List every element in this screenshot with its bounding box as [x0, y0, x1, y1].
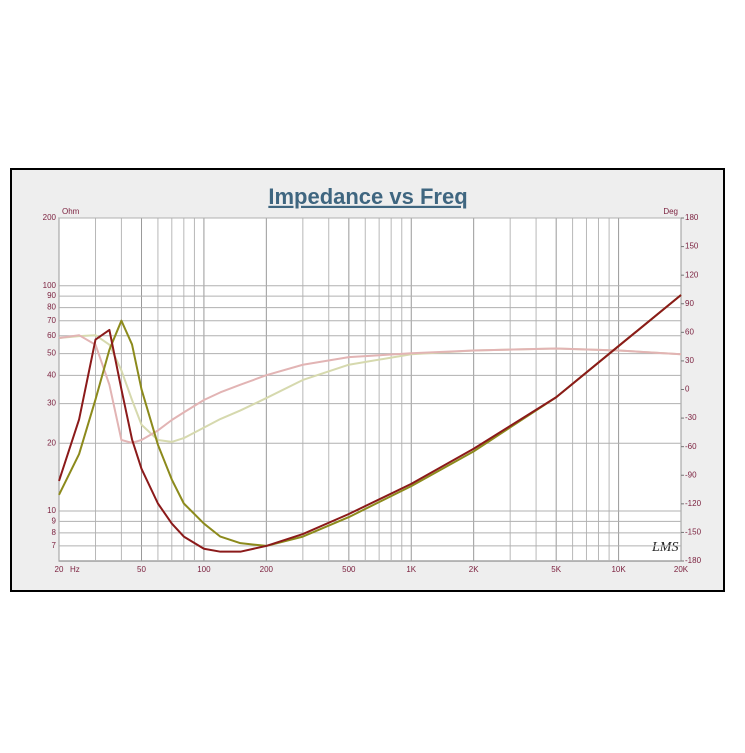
y2-tick-label: 0: [685, 385, 690, 394]
y-tick-label: 50: [47, 349, 56, 358]
series-group: [58, 294, 682, 553]
y-tick-label: 40: [47, 371, 56, 380]
y2-tick-label: 90: [685, 299, 694, 308]
y-tick-label: 30: [47, 399, 56, 408]
y-tick-label: 10: [47, 506, 56, 515]
series-line: [58, 334, 682, 444]
y2-tick-label: -90: [685, 470, 697, 479]
y2-tick-label: -120: [685, 499, 702, 508]
y-unit: Ohm: [62, 207, 80, 216]
y2-tick-label: 30: [685, 356, 694, 365]
x-tick-label: 20: [55, 565, 64, 574]
plot-area: [58, 217, 682, 562]
y-tick-label: 200: [43, 213, 57, 222]
x-tick-label: 200: [260, 565, 274, 574]
y2-tick-label: 150: [685, 242, 699, 251]
y-tick-label: 9: [52, 516, 57, 525]
y2-tick-label: -180: [685, 556, 702, 565]
x-tick-label: 50: [137, 565, 146, 574]
chart-title: Impedance vs Freq: [268, 184, 467, 209]
y2-tick-label: -60: [685, 442, 697, 451]
y2-tick-label: 120: [685, 270, 699, 279]
x-tick-label: 10K: [611, 565, 626, 574]
x-tick-label: 2K: [469, 565, 479, 574]
x-tick-label: 20K: [674, 565, 689, 574]
y-tick-label: 8: [52, 528, 57, 537]
y-tick-label: 100: [43, 281, 57, 290]
y2-tick-label: 60: [685, 327, 694, 336]
x-unit: Hz: [70, 565, 80, 574]
y2-unit: Deg: [663, 207, 678, 216]
y-tick-label: 60: [47, 331, 56, 340]
y-tick-label: 80: [47, 303, 56, 312]
x-tick-label: 1K: [406, 565, 416, 574]
x-tick-label: 100: [197, 565, 211, 574]
x-tick-label: 500: [342, 565, 356, 574]
series-line: [58, 294, 682, 547]
y-tick-label: 90: [47, 291, 56, 300]
logo: LMS: [651, 540, 678, 555]
grid: [58, 217, 684, 562]
y2-tick-label: 180: [685, 213, 699, 222]
y-tick-label: 70: [47, 316, 56, 325]
y-tick-label: 7: [52, 541, 57, 550]
series-line: [58, 294, 682, 553]
y2-tick-label: -30: [685, 413, 697, 422]
x-tick-label: 5K: [551, 565, 561, 574]
y-tick-label: 20: [47, 438, 56, 447]
y2-tick-label: -150: [685, 528, 702, 537]
